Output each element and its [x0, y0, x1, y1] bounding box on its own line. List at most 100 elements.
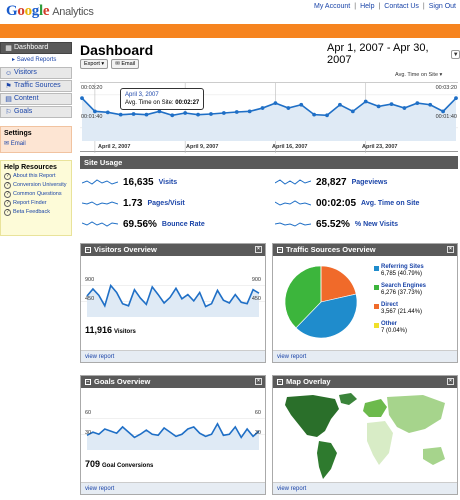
export-button[interactable]: Export ▾	[80, 59, 109, 69]
stat-label[interactable]: Visits	[158, 178, 178, 186]
panel-header[interactable]: − Visitors Overview ×	[81, 244, 265, 256]
metric-selector[interactable]: Avg. Time on Site ▾	[395, 72, 443, 78]
flag-icon: ⚐	[5, 108, 12, 116]
data-point	[80, 96, 84, 101]
legend-name[interactable]: Direct	[381, 302, 399, 308]
close-icon[interactable]: ×	[255, 246, 262, 253]
date-range-picker[interactable]: Apr 1, 2007 - Apr 30, 2007 ▼	[327, 42, 460, 66]
data-point	[441, 109, 446, 114]
visitors-total: 11,916 Visitors	[85, 325, 136, 335]
sidebar-item-label: Content	[14, 95, 39, 102]
map-greenland	[339, 393, 357, 405]
help-link[interactable]: Help	[360, 3, 375, 10]
graph-tooltip: April 3, 2007 Avg. Time on Site: 00:02:2…	[120, 88, 205, 110]
sidebar-item-visitors[interactable]: ☺ Visitors	[0, 67, 72, 79]
separator: |	[354, 3, 357, 10]
goals-overview-panel: − Goals Overview × 60 30 60 30 709 Goal …	[80, 375, 266, 495]
area-fill	[82, 98, 456, 141]
chevron-down-icon[interactable]: ▼	[451, 49, 460, 59]
data-point	[454, 96, 458, 101]
visitors-overview-panel: − Visitors Overview × 900 450 900 450 11…	[80, 243, 266, 363]
brand-bar	[0, 24, 460, 38]
map-africa	[367, 421, 393, 465]
view-report-link[interactable]: view report	[273, 350, 457, 362]
panel-title: Goals Overview	[94, 377, 151, 386]
goals-total: 709 Goal Conversions	[85, 459, 153, 469]
tooltip-label: Avg. Time on Site:	[125, 100, 176, 106]
settings-title: Settings	[4, 130, 32, 137]
traffic-icon: ⚑	[5, 82, 12, 90]
email-button-label: Email	[121, 61, 136, 67]
collapse-icon[interactable]: −	[85, 247, 91, 253]
logo-letter: o	[24, 3, 33, 19]
top-bar: Google Analytics My Account | Help | Cont…	[0, 0, 460, 24]
email-button[interactable]: ✉ Email	[111, 59, 140, 69]
stat-pageviews: 28,827 Pageviews	[275, 176, 387, 188]
stat-label[interactable]: Bounce Rate	[161, 220, 205, 228]
goals-chart-svg	[81, 418, 265, 450]
collapse-icon[interactable]: −	[277, 247, 283, 253]
close-icon[interactable]: ×	[447, 246, 454, 253]
sidebar-item-label: Dashboard	[14, 44, 49, 51]
sign-out-link[interactable]: Sign Out	[428, 3, 456, 10]
data-point	[350, 109, 355, 114]
logo-letter: o	[17, 3, 25, 19]
sidebar-item-traffic-sources[interactable]: ⚑ Traffic Sources	[0, 80, 72, 92]
stat-label[interactable]: Avg. Time on Site	[361, 199, 420, 207]
question-icon: ?	[4, 182, 11, 189]
help-link-beta-feedback[interactable]: ? Beta Feedback	[4, 209, 68, 216]
close-icon[interactable]: ×	[447, 378, 454, 385]
panel-header[interactable]: − Goals Overview ×	[81, 376, 265, 388]
sidebar-item-label: Visitors	[14, 69, 37, 76]
tooltip-date: April 3, 2007	[125, 92, 159, 98]
world-map[interactable]	[273, 389, 457, 483]
y-tick-label: 450	[85, 296, 95, 302]
panel-header[interactable]: − Traffic Sources Overview ×	[273, 244, 457, 256]
help-link-label: Common Questions	[13, 191, 62, 197]
collapse-icon[interactable]: −	[277, 379, 283, 385]
y-tick-label: 00:03:20	[435, 85, 457, 91]
area-fill	[87, 285, 259, 317]
stat-label[interactable]: Pageviews	[351, 178, 388, 186]
legend-detail: 6,785 (40.79%)	[381, 271, 423, 277]
view-report-link[interactable]: view report	[81, 482, 265, 494]
visitors-chart-svg	[81, 283, 265, 317]
panel-header[interactable]: − Map Overlay ×	[273, 376, 457, 388]
close-icon[interactable]: ×	[255, 378, 262, 385]
data-point	[273, 101, 278, 106]
settings-email-link[interactable]: ✉ Email	[4, 140, 68, 147]
legend-direct: Direct 3,567 (21.44%)	[381, 302, 422, 316]
data-point	[183, 111, 188, 115]
sparkline	[82, 179, 118, 185]
help-link-about[interactable]: ? About this Report	[4, 173, 68, 180]
collapse-icon[interactable]: −	[85, 379, 91, 385]
sidebar-item-content[interactable]: ▤ Content	[0, 93, 72, 105]
area-fill	[87, 423, 259, 450]
help-link-conversion-university[interactable]: ? Conversion University	[4, 182, 68, 189]
total-value: 709	[85, 459, 101, 469]
legend-name[interactable]: Referring Sites	[381, 264, 424, 270]
stat-label[interactable]: % New Visits	[354, 220, 398, 228]
legend-search-engines: Search Engines 6,276 (37.73%)	[381, 283, 426, 297]
stat-label[interactable]: Pages/Visit	[147, 199, 185, 207]
help-link-common-questions[interactable]: ? Common Questions	[4, 191, 68, 198]
series-line	[86, 283, 260, 308]
help-link-report-finder[interactable]: ? Report Finder	[4, 200, 68, 207]
view-report-link[interactable]: view report	[273, 482, 457, 494]
legend-name[interactable]: Search Engines	[381, 283, 427, 289]
contact-us-link[interactable]: Contact Us	[384, 3, 419, 10]
data-point	[312, 112, 317, 117]
main-line-graph[interactable]: 00:03:20 00:01:40 00:03:20 00:01:40 Apri…	[80, 82, 458, 153]
sidebar-item-dashboard[interactable]: ▦ Dashboard	[0, 42, 72, 54]
traffic-pie-chart[interactable]	[275, 260, 371, 344]
data-point	[157, 109, 162, 114]
data-point	[144, 112, 149, 117]
saved-reports-link[interactable]: ▸ Saved Reports	[12, 57, 57, 63]
view-report-link[interactable]: view report	[81, 350, 265, 362]
google-analytics-logo[interactable]: Google Analytics	[6, 3, 94, 20]
my-account-link[interactable]: My Account	[314, 3, 351, 10]
x-axis-label: April 2, 2007	[98, 144, 131, 150]
legend-name[interactable]: Other	[381, 321, 398, 327]
question-icon: ?	[4, 191, 11, 198]
sidebar-item-goals[interactable]: ⚐ Goals	[0, 106, 72, 118]
